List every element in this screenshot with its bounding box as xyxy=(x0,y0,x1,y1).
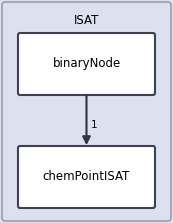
Text: chemPointISAT: chemPointISAT xyxy=(43,171,130,184)
FancyBboxPatch shape xyxy=(2,2,171,221)
Text: binaryNode: binaryNode xyxy=(52,58,121,70)
Text: 1: 1 xyxy=(90,120,97,130)
Text: ISAT: ISAT xyxy=(74,14,99,27)
FancyBboxPatch shape xyxy=(18,33,155,95)
FancyBboxPatch shape xyxy=(18,146,155,208)
